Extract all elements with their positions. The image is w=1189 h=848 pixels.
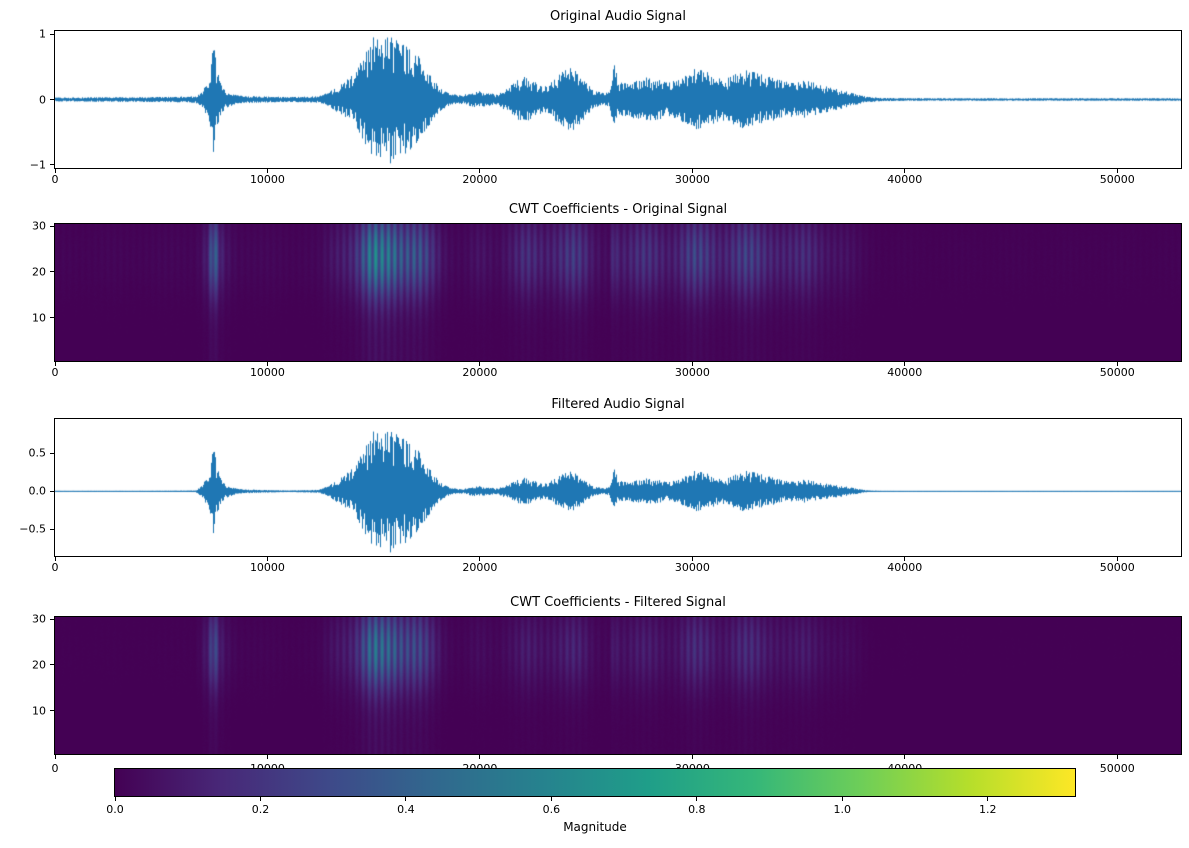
x-tick-mark xyxy=(266,362,268,366)
x-tick-label: 50000 xyxy=(1099,366,1135,379)
x-tick-mark xyxy=(1116,169,1118,173)
x-tick-mark xyxy=(1116,557,1118,561)
x-tick-label: 50000 xyxy=(1099,762,1135,775)
x-tick-mark xyxy=(266,557,268,561)
y-tick-mark xyxy=(50,710,54,712)
x-tick-label: 50000 xyxy=(1099,561,1135,574)
y-tick-label: 20 xyxy=(32,658,46,672)
y-tick-label: 10 xyxy=(32,311,46,325)
cwt-original-heatmap-canvas xyxy=(55,224,1181,361)
x-tick-label: 0 xyxy=(51,561,59,574)
x-tick-label: 20000 xyxy=(462,366,498,379)
x-tick-mark xyxy=(54,362,56,366)
x-tick-label: 10000 xyxy=(249,173,285,186)
x-tick-mark xyxy=(266,169,268,173)
x-tick-label: 0 xyxy=(51,173,59,186)
x-tick-label: 30000 xyxy=(674,366,710,379)
y-tick-label: 1 xyxy=(39,27,46,41)
x-tick-mark xyxy=(1116,362,1118,366)
x-tick-label: 40000 xyxy=(887,561,923,574)
y-tick-label: −0.5 xyxy=(19,522,46,536)
x-tick-label: 40000 xyxy=(887,762,923,775)
x-tick-mark xyxy=(266,755,268,759)
y-tick-mark xyxy=(50,317,54,319)
x-tick-mark xyxy=(904,169,906,173)
x-tick-mark xyxy=(691,362,693,366)
y-tick-mark xyxy=(50,664,54,666)
original-audio-waveform-canvas xyxy=(55,31,1181,168)
x-tick-mark xyxy=(54,557,56,561)
x-tick-mark xyxy=(479,557,481,561)
x-tick-mark xyxy=(479,169,481,173)
y-tick-label: 0 xyxy=(39,92,46,106)
x-tick-label: 30000 xyxy=(674,762,710,775)
x-tick-mark xyxy=(691,755,693,759)
y-tick-mark xyxy=(50,490,54,492)
y-tick-mark xyxy=(50,225,54,227)
x-tick-label: 20000 xyxy=(462,762,498,775)
x-tick-mark xyxy=(691,557,693,561)
y-tick-label: 30 xyxy=(32,612,46,626)
x-tick-label: 10000 xyxy=(249,561,285,574)
plot-area-cwt-filtered xyxy=(54,616,1182,755)
x-tick-label: 40000 xyxy=(887,173,923,186)
x-tick-mark xyxy=(479,755,481,759)
plot-area-filtered-audio-signal xyxy=(54,418,1182,557)
y-tick-label: 30 xyxy=(32,219,46,233)
cwt-filtered-heatmap-canvas xyxy=(55,617,1181,754)
y-tick-mark xyxy=(50,164,54,166)
y-tick-label: 10 xyxy=(32,704,46,718)
x-tick-mark xyxy=(691,169,693,173)
y-tick-label: 0.5 xyxy=(28,446,47,460)
plot-title-original-audio-signal: Original Audio Signal xyxy=(549,9,687,24)
filtered-audio-waveform-canvas xyxy=(55,419,1181,556)
x-tick-label: 10000 xyxy=(249,366,285,379)
plot-title-cwt-filtered: CWT Coefficients - Filtered Signal xyxy=(510,595,726,610)
x-tick-mark xyxy=(904,557,906,561)
x-tick-label: 20000 xyxy=(462,561,498,574)
plot-title-filtered-audio-signal: Filtered Audio Signal xyxy=(551,397,685,412)
x-tick-mark xyxy=(479,362,481,366)
y-tick-mark xyxy=(50,618,54,620)
plot-title-cwt-original: CWT Coefficients - Original Signal xyxy=(508,202,728,217)
x-tick-label: 20000 xyxy=(462,173,498,186)
y-tick-mark xyxy=(50,452,54,454)
plot-area-cwt-original xyxy=(54,223,1182,362)
x-tick-label: 0 xyxy=(51,762,59,775)
x-tick-mark xyxy=(904,755,906,759)
x-tick-label: 50000 xyxy=(1099,173,1135,186)
y-tick-label: 20 xyxy=(32,265,46,279)
y-tick-mark xyxy=(50,271,54,273)
x-tick-label: 30000 xyxy=(674,561,710,574)
y-tick-mark xyxy=(50,528,54,530)
x-tick-label: 0 xyxy=(51,366,59,379)
x-tick-mark xyxy=(904,362,906,366)
x-tick-mark xyxy=(54,755,56,759)
x-tick-label: 30000 xyxy=(674,173,710,186)
y-tick-label: −1 xyxy=(29,158,46,172)
y-tick-mark xyxy=(50,99,54,100)
x-tick-mark xyxy=(54,169,56,173)
x-tick-label: 10000 xyxy=(249,762,285,775)
y-tick-mark xyxy=(50,33,54,35)
plot-area-original-audio-signal xyxy=(54,30,1182,169)
x-tick-mark xyxy=(1116,755,1118,759)
x-tick-label: 40000 xyxy=(887,366,923,379)
y-tick-label: 0.0 xyxy=(28,484,47,498)
